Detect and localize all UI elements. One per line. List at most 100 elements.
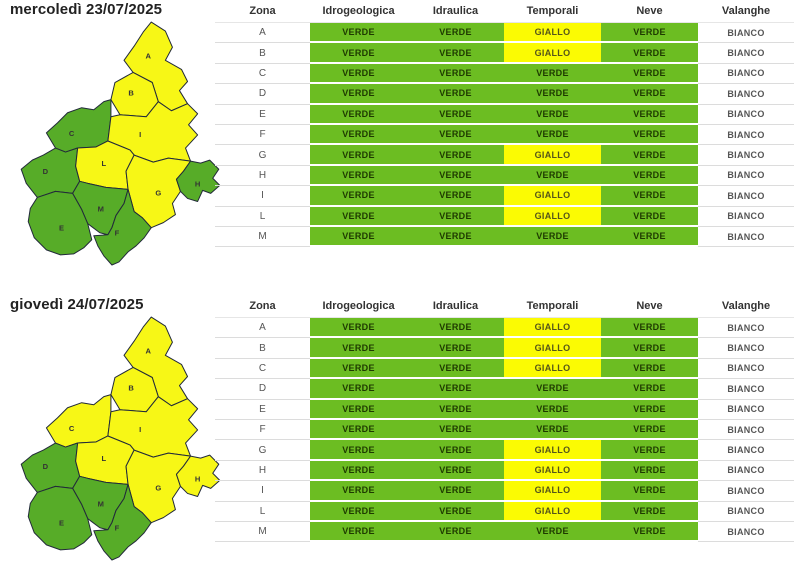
map-zone-D[interactable]	[20, 442, 81, 493]
table-row-zone-H: H VERDE VERDE GIALLO VERDE BIANCO	[215, 460, 794, 482]
table-row-zone-D: D VERDE VERDE VERDE VERDE BIANCO	[215, 84, 794, 105]
alert-level-cell-valanghe: BIANCO	[698, 419, 794, 441]
zone-id-cell: I	[215, 186, 310, 207]
zone-id-cell: B	[215, 338, 310, 359]
alert-level-cell-idrogeologica: VERDE	[310, 186, 407, 207]
alert-level-cell-temporali: GIALLO	[504, 186, 601, 207]
alert-level-cell-idraulica: VERDE	[407, 186, 504, 207]
zone-id-cell: C	[215, 64, 310, 85]
alert-level-cell-idraulica: VERDE	[407, 104, 504, 125]
zone-id-cell: M	[215, 227, 310, 248]
map-zone-F[interactable]	[93, 483, 152, 561]
alert-level-cell-temporali: GIALLO	[504, 43, 601, 64]
table-body: A VERDE VERDE GIALLO VERDE BIANCO B VERDE VERDE G…	[215, 23, 794, 248]
alert-level-cell-neve: VERDE	[601, 399, 698, 420]
alert-level-cell-valanghe: BIANCO	[698, 318, 794, 339]
alert-level-cell-neve: VERDE	[601, 226, 698, 248]
alert-level-cell-neve: VERDE	[601, 165, 698, 187]
alert-level-cell-idraulica: VERDE	[407, 43, 504, 64]
alert-level-cell-neve: VERDE	[601, 338, 698, 359]
alert-level-cell-valanghe: BIANCO	[698, 43, 794, 64]
alert-level-cell-idrogeologica: VERDE	[310, 145, 407, 166]
alert-level-cell-temporali: GIALLO	[504, 318, 601, 339]
column-header-temporali: Temporali	[526, 5, 579, 17]
table-row-zone-F: F VERDE VERDE VERDE VERDE BIANCO	[215, 124, 794, 146]
alert-level-cell-idrogeologica: VERDE	[310, 104, 407, 125]
alert-level-cell-idraulica: VERDE	[407, 379, 504, 400]
map-zone-H[interactable]	[175, 454, 221, 497]
alert-level-cell-idrogeologica: VERDE	[310, 318, 407, 339]
zone-id-cell: L	[215, 502, 310, 522]
column-header-neve: Neve	[636, 5, 663, 17]
alert-level-cell-neve: VERDE	[601, 501, 698, 522]
alert-level-cell-valanghe: BIANCO	[698, 358, 794, 380]
column-header-valanghe: Valanghe	[721, 300, 771, 312]
alert-level-cell-idrogeologica: VERDE	[310, 521, 407, 543]
alert-level-cell-neve: VERDE	[601, 84, 698, 105]
alert-level-cell-idraulica: VERDE	[407, 521, 504, 543]
alert-level-cell-idraulica: VERDE	[407, 440, 504, 461]
table-row-zone-H: H VERDE VERDE VERDE VERDE BIANCO	[215, 165, 794, 187]
column-header-temporali: Temporali	[526, 300, 579, 312]
alert-level-cell-valanghe: BIANCO	[698, 338, 794, 359]
map-zone-D[interactable]	[20, 147, 81, 198]
alert-level-cell-temporali: VERDE	[504, 104, 601, 125]
alert-level-cell-temporali: VERDE	[504, 124, 601, 146]
alert-level-cell-idrogeologica: VERDE	[310, 419, 407, 441]
map-zone-F[interactable]	[93, 188, 152, 266]
alert-level-cell-neve: VERDE	[601, 43, 698, 64]
table-row-zone-M: M VERDE VERDE VERDE VERDE BIANCO	[215, 521, 794, 543]
zone-id-cell: E	[215, 400, 310, 420]
alert-level-cell-idraulica: VERDE	[407, 501, 504, 522]
alert-level-cell-idraulica: VERDE	[407, 23, 504, 44]
alert-level-cell-idraulica: VERDE	[407, 399, 504, 420]
map-zone-E[interactable]	[27, 190, 93, 256]
alert-level-cell-neve: VERDE	[601, 521, 698, 543]
alert-level-cell-temporali: VERDE	[504, 399, 601, 420]
table-row-zone-G: G VERDE VERDE GIALLO VERDE BIANCO	[215, 145, 794, 166]
zone-id-cell: M	[215, 522, 310, 543]
alert-level-cell-temporali: VERDE	[504, 84, 601, 105]
alert-level-cell-temporali: GIALLO	[504, 440, 601, 461]
zone-id-cell: H	[215, 166, 310, 187]
section-title: giovedì 24/07/2025	[10, 296, 144, 313]
column-header-idrogeologica: Idrogeologica	[322, 5, 395, 17]
map-zone-E[interactable]	[27, 485, 93, 551]
alert-level-cell-idrogeologica: VERDE	[310, 23, 407, 44]
alert-level-cell-idrogeologica: VERDE	[310, 124, 407, 146]
alert-level-cell-valanghe: BIANCO	[698, 399, 794, 420]
column-header-zona: Zona	[249, 5, 276, 17]
alert-level-cell-idraulica: VERDE	[407, 358, 504, 380]
alert-level-cell-temporali: GIALLO	[504, 501, 601, 522]
alert-level-cell-valanghe: BIANCO	[698, 63, 794, 85]
alert-level-cell-neve: VERDE	[601, 440, 698, 461]
alert-level-cell-valanghe: BIANCO	[698, 186, 794, 207]
alert-level-cell-valanghe: BIANCO	[698, 84, 794, 105]
zone-id-cell: B	[215, 43, 310, 64]
column-header-idrogeologica: Idrogeologica	[322, 300, 395, 312]
zone-id-cell: A	[215, 318, 310, 339]
alert-level-cell-idrogeologica: VERDE	[310, 84, 407, 105]
zone-id-cell: I	[215, 481, 310, 502]
table-row-zone-C: C VERDE VERDE VERDE VERDE BIANCO	[215, 63, 794, 85]
alert-level-cell-neve: VERDE	[601, 23, 698, 44]
table-row-zone-E: E VERDE VERDE VERDE VERDE BIANCO	[215, 104, 794, 125]
alert-level-cell-idraulica: VERDE	[407, 318, 504, 339]
alert-level-cell-valanghe: BIANCO	[698, 481, 794, 502]
alert-level-cell-idrogeologica: VERDE	[310, 338, 407, 359]
alert-level-cell-temporali: VERDE	[504, 521, 601, 543]
map-zone-H[interactable]	[175, 159, 221, 202]
alert-level-cell-idrogeologica: VERDE	[310, 440, 407, 461]
table-row-zone-A: A VERDE VERDE GIALLO VERDE BIANCO	[215, 23, 794, 44]
alert-level-cell-idrogeologica: VERDE	[310, 63, 407, 85]
section-title: mercoledì 23/07/2025	[10, 1, 163, 18]
zone-id-cell: G	[215, 145, 310, 166]
alert-level-cell-neve: VERDE	[601, 63, 698, 85]
table-row-zone-E: E VERDE VERDE VERDE VERDE BIANCO	[215, 399, 794, 420]
alert-levels-table: Zona Idrogeologica Idraulica Temporali Neve V…	[215, 0, 794, 248]
alert-level-cell-idrogeologica: VERDE	[310, 379, 407, 400]
table-row-zone-D: D VERDE VERDE VERDE VERDE BIANCO	[215, 379, 794, 400]
